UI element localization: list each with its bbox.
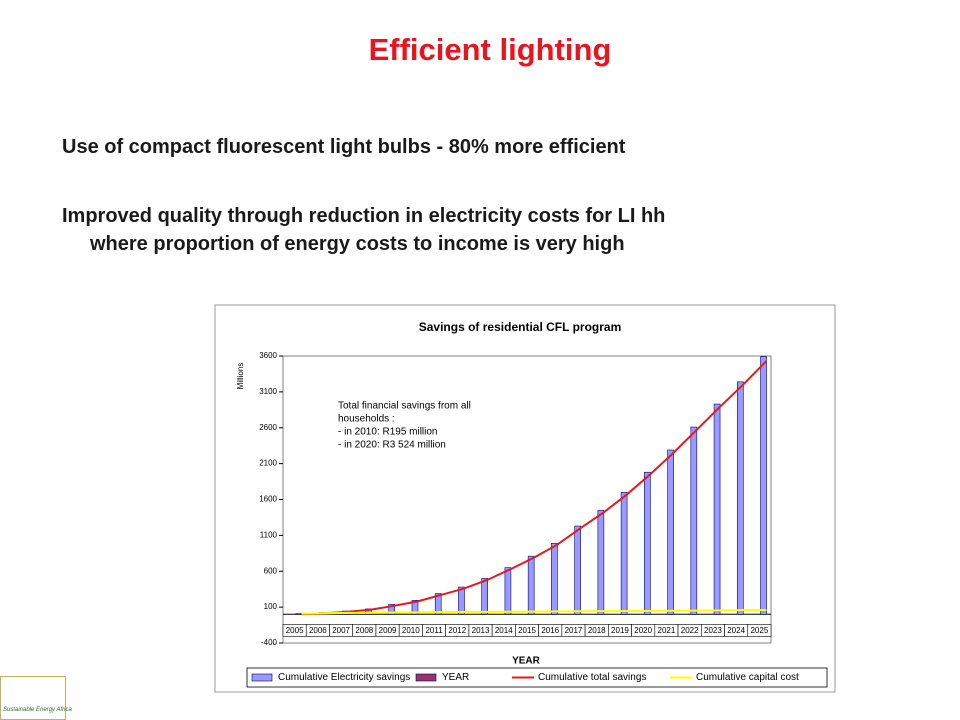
bar — [667, 449, 674, 615]
y-tick-label: -400 — [261, 638, 278, 647]
bar — [434, 593, 442, 615]
bar — [713, 403, 721, 615]
x-tick-label: 2023 — [704, 626, 722, 635]
y-tick-label: 2100 — [259, 459, 277, 468]
slide-title: Efficient lighting — [368, 32, 612, 67]
chart-title: Savings of residential CFL program — [419, 320, 622, 334]
y-tick-label: 3600 — [259, 351, 277, 360]
x-tick-label: 2025 — [750, 626, 768, 635]
x-tick-label: 2013 — [472, 626, 490, 635]
bar — [388, 603, 396, 615]
bar — [411, 600, 419, 615]
bar — [620, 492, 628, 615]
line — [301, 360, 768, 616]
annotation: households : — [338, 414, 395, 425]
bullet: Use of compact fluorescent light bulbs -… — [62, 136, 626, 158]
x-tick-label: 2007 — [332, 626, 350, 635]
legend-label: Cumulative total savings — [538, 672, 646, 683]
y-tick-label: 1100 — [260, 530, 278, 539]
annotation: Total financial savings from all — [338, 401, 471, 412]
logo: Sustainable Energy Africa — [0, 676, 72, 720]
legend-marker — [251, 673, 273, 682]
bar — [551, 542, 558, 615]
bar — [295, 613, 303, 615]
legend-label: Cumulative Electricity savings — [278, 672, 410, 683]
bar — [597, 509, 605, 615]
legend-marker — [415, 673, 437, 682]
y-axis-label: Millions — [236, 363, 245, 390]
x-tick-label: 2016 — [541, 626, 559, 635]
x-tick-label: 2006 — [309, 626, 327, 635]
x-tick-label: 2020 — [634, 626, 652, 635]
x-tick-label: 2014 — [495, 626, 513, 635]
x-tick-label: 2008 — [355, 626, 373, 635]
y-tick-label: 1600 — [259, 495, 277, 504]
bullet-continuation: where proportion of energy costs to inco… — [90, 233, 625, 255]
x-tick-label: 2011 — [425, 626, 443, 635]
x-tick-box — [747, 623, 772, 637]
legend-label: YEAR — [442, 672, 469, 683]
x-tick-label: 2005 — [286, 626, 304, 635]
line — [301, 608, 767, 615]
x-axis-label: YEAR — [512, 656, 541, 667]
x-tick-label: 2017 — [565, 626, 583, 635]
bullet: Improved quality through reduction in el… — [62, 205, 666, 227]
annotation: - in 2010: R195 million — [338, 427, 438, 438]
x-tick-label: 2012 — [448, 626, 466, 635]
x-tick-label: 2021 — [658, 626, 676, 635]
bar — [737, 381, 744, 615]
bar — [690, 426, 698, 615]
bar — [527, 555, 535, 615]
x-tick-label: 2015 — [518, 626, 536, 635]
bar — [644, 471, 651, 615]
bar — [574, 525, 581, 615]
y-tick-label: 3100 — [259, 387, 277, 396]
y-tick-label: 2600 — [259, 423, 277, 432]
plot-area — [282, 355, 772, 644]
bar — [504, 567, 512, 615]
y-tick-label: 600 — [264, 566, 278, 575]
x-tick-label: 2018 — [588, 626, 606, 635]
x-tick-label: 2019 — [611, 626, 629, 635]
y-tick-label: 100 — [264, 602, 278, 611]
annotation: - in 2020: R3 524 million — [338, 440, 446, 451]
x-tick-label: 2010 — [402, 626, 420, 635]
x-tick-label: 2009 — [379, 626, 397, 635]
legend — [246, 667, 828, 688]
logo-text: Sustainable Energy Africa — [3, 707, 72, 713]
bar — [481, 578, 488, 615]
x-tick-label: 2024 — [727, 626, 745, 635]
bar — [458, 586, 465, 615]
x-tick-label: 2022 — [681, 626, 699, 635]
legend-label: Cumulative capital cost — [696, 672, 799, 683]
bar — [760, 356, 767, 615]
